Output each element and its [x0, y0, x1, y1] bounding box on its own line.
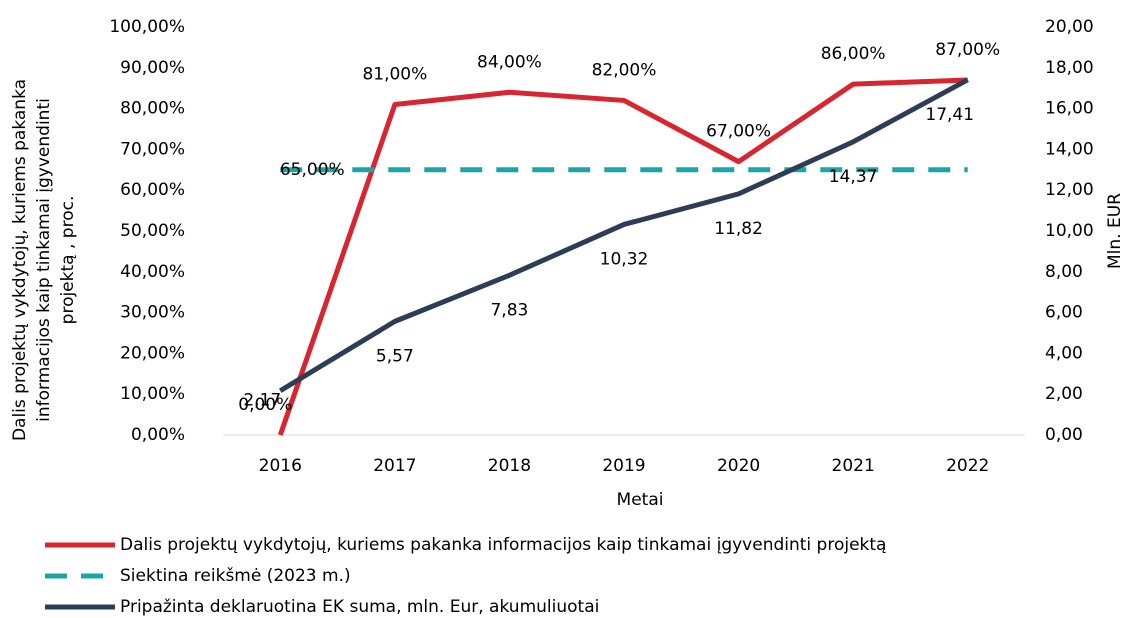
y-tick-label: 60,00% — [120, 180, 185, 200]
y-axis-label: informacijos kaip tinkamai įgyvendinti — [34, 98, 54, 422]
y2-tick-label: 12,00 — [1045, 180, 1094, 200]
x-tick-label: 2021 — [832, 456, 875, 476]
y2-tick-label: 6,00 — [1045, 303, 1083, 323]
y2-tick-label: 20,00 — [1045, 17, 1094, 37]
legend-label: Dalis projektų vykdytojų, kuriems pakank… — [120, 535, 886, 555]
x-tick-label: 2020 — [717, 456, 760, 476]
y2-axis-label: Mln. EUR — [1105, 193, 1125, 269]
legend-label: Siektina reikšmė (2023 m.) — [120, 566, 351, 586]
y2-tick-label: 14,00 — [1045, 139, 1094, 159]
data-label: 82,00% — [592, 60, 657, 80]
x-tick-label: 2019 — [602, 456, 645, 476]
x-tick-label: 2017 — [373, 456, 416, 476]
data-label: 67,00% — [706, 122, 771, 142]
series-line — [277, 77, 968, 436]
y2-tick-label: 16,00 — [1045, 99, 1094, 119]
y2-tick-label: 18,00 — [1045, 58, 1094, 78]
y-tick-label: 100,00% — [109, 17, 185, 37]
y-tick-label: 90,00% — [120, 58, 185, 78]
y2-tick-label: 0,00 — [1045, 425, 1083, 445]
data-label: 65,00% — [280, 160, 345, 180]
y-tick-label: 70,00% — [120, 139, 185, 159]
data-label: 0,00% — [238, 395, 292, 415]
data-label: 17,41 — [925, 105, 974, 125]
data-label: 14,37 — [829, 167, 878, 187]
x-tick-label: 2018 — [488, 456, 531, 476]
legend-label: Pripažinta deklaruotina EK suma, mln. Eu… — [120, 597, 599, 617]
data-label: 81,00% — [362, 65, 427, 85]
data-label: 86,00% — [821, 44, 886, 64]
data-label: 7,83 — [490, 300, 528, 320]
y-axis-label: Dalis projektų vykdytojų, kuriems pakank… — [10, 79, 30, 441]
x-tick-label: 2016 — [259, 456, 302, 476]
y-tick-label: 10,00% — [120, 384, 185, 404]
y-tick-label: 20,00% — [120, 343, 185, 363]
data-label: 11,82 — [714, 219, 763, 239]
y2-tick-label: 2,00 — [1045, 384, 1083, 404]
y-tick-label: 50,00% — [120, 221, 185, 241]
y-tick-label: 40,00% — [120, 262, 185, 282]
y-tick-label: 80,00% — [120, 99, 185, 119]
data-label: 87,00% — [935, 40, 1000, 60]
y-tick-label: 0,00% — [131, 425, 185, 445]
data-label: 10,32 — [600, 249, 649, 269]
y-axis-label: projektą , proc. — [58, 196, 78, 325]
x-axis-label: Metai — [617, 490, 664, 510]
y2-tick-label: 8,00 — [1045, 262, 1083, 282]
x-tick-label: 2022 — [946, 456, 989, 476]
y-tick-label: 30,00% — [120, 303, 185, 323]
data-label: 84,00% — [477, 52, 542, 72]
series-line — [278, 77, 969, 393]
y2-tick-label: 4,00 — [1045, 343, 1083, 363]
y2-tick-label: 10,00 — [1045, 221, 1094, 241]
data-label: 5,57 — [376, 346, 414, 366]
data-label: 2,17 — [243, 391, 281, 411]
